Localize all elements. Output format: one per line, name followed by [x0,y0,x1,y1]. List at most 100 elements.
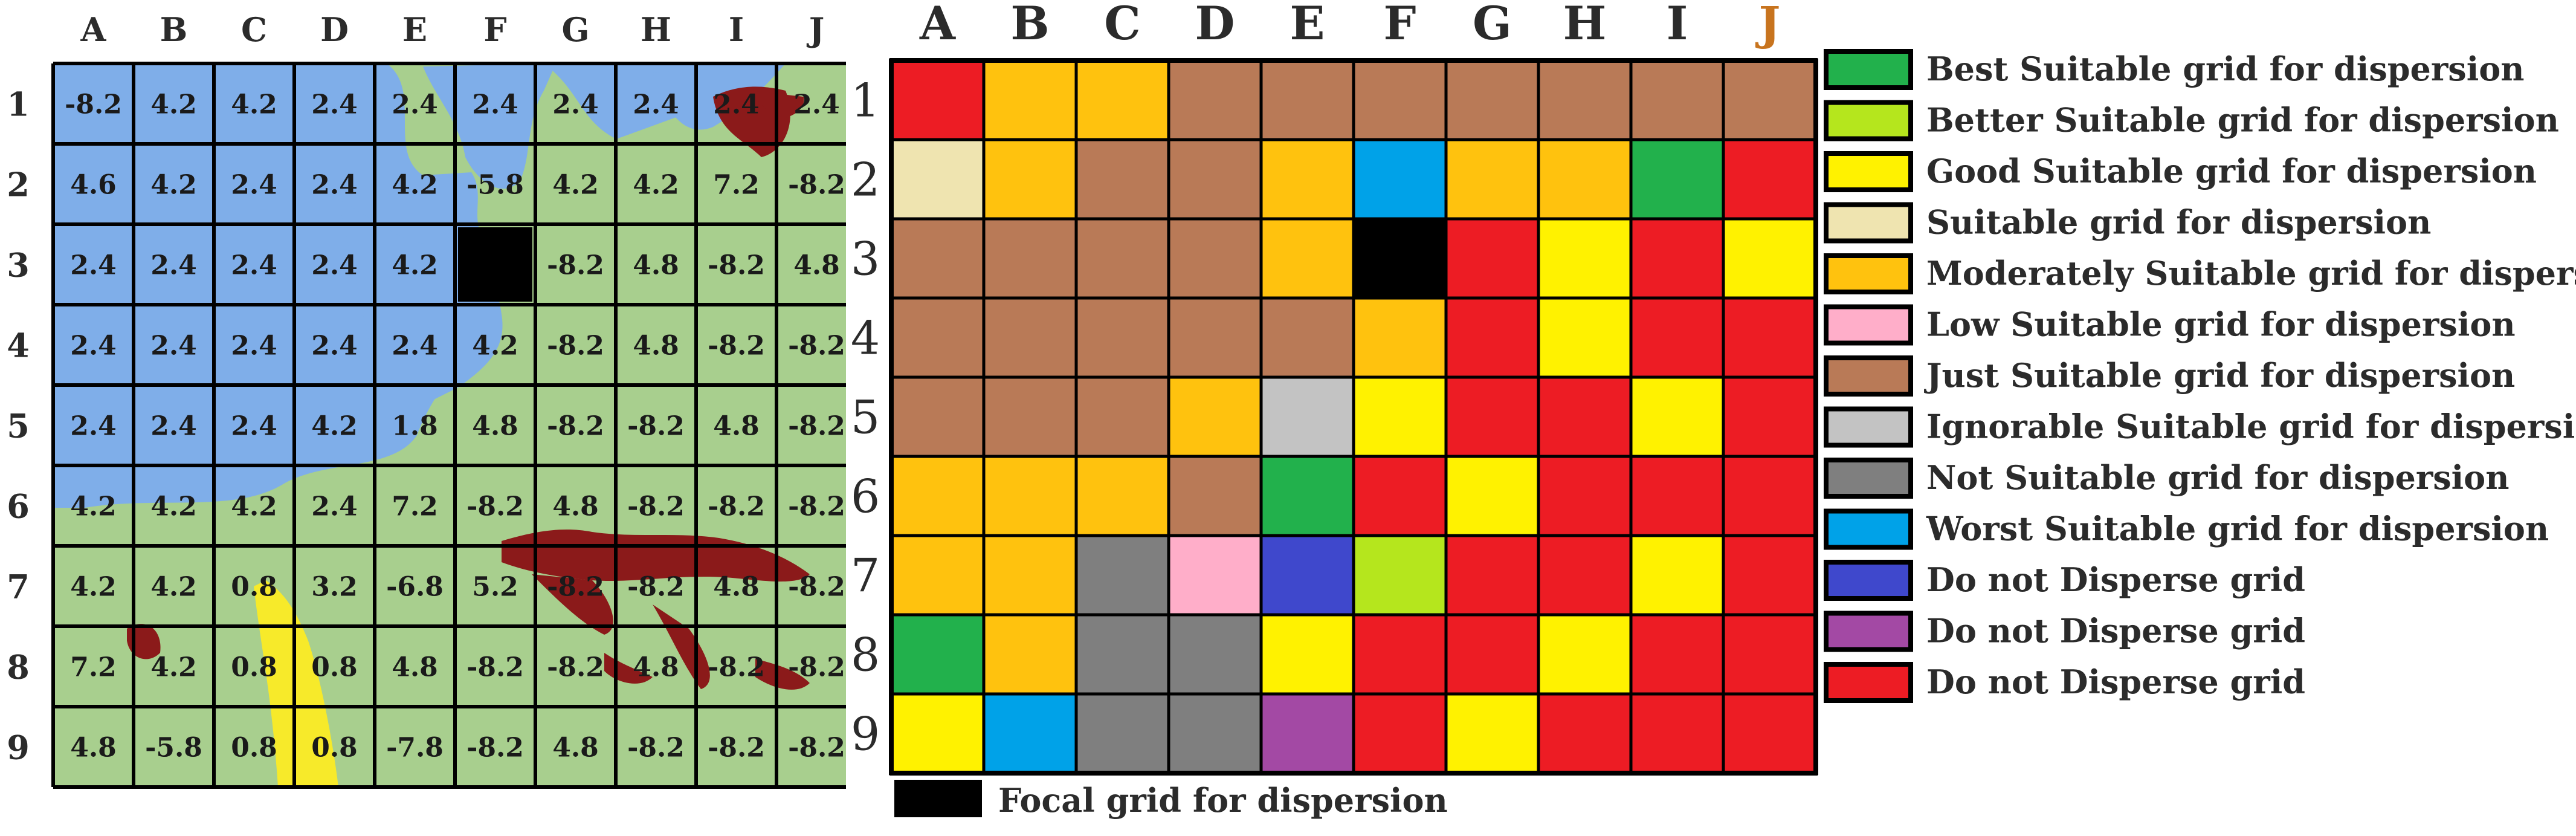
column-label: I [1667,0,1688,50]
map-cell-value: 2.4 [150,331,197,361]
map-cell-value: 2.4 [70,411,117,442]
map-cell-value: -6.8 [386,572,444,603]
map-cell-value: -8.2 [627,411,685,442]
map-cell-value: -8.2 [547,411,604,442]
grid-cell [1538,456,1631,536]
row-label: 6 [851,470,880,523]
grid-cell [891,140,984,219]
map-cell-value: 4.8 [552,733,599,763]
grid-cell [984,60,1076,140]
column-label: I [729,10,744,49]
grid-cell [1169,219,1261,298]
map-cell-value: 4.8 [633,331,679,361]
grid-cell [1446,694,1538,773]
grid-cell [1723,536,1816,615]
map-cell-value: 2.4 [150,411,197,442]
column-label: B [1010,0,1049,50]
row-label: 1 [851,74,880,128]
grid-cell [1169,615,1261,694]
grid-cell [1446,60,1538,140]
row-label: 2 [851,153,880,207]
grid-cell [1446,615,1538,694]
map-cell-value: 0.8 [311,733,358,763]
legend-swatch [1824,100,1913,141]
map-cell-value: -8.2 [627,733,685,763]
row-label: 1 [7,85,30,124]
map-cell-value: 2.4 [311,89,358,120]
grid-cell [1261,377,1354,456]
column-label: E [1290,0,1325,50]
map-cell-value: 4.2 [552,170,599,201]
legend-swatch [1824,355,1913,397]
grid-cell [1261,219,1354,298]
map-cell-value: -8.2 [547,572,604,603]
grid-cell [1631,298,1723,377]
map-cell-value: 4.2 [392,170,438,201]
map-cell-value: 5.2 [472,572,518,603]
map-cell-value: 4.2 [472,331,518,361]
row-label: 9 [7,728,30,767]
grid-cell [1723,60,1816,140]
map-cell-value: -8.2 [788,572,845,603]
grid-cell [1169,377,1261,456]
grid-cell [1354,140,1446,219]
map-urban [755,659,810,690]
column-label: J [807,10,825,49]
focal-cell [458,227,532,302]
grid-cell [1354,298,1446,377]
grid-cell [1076,140,1169,219]
legend: Best Suitable grid for dispersion Better … [1824,49,2576,703]
map-cell-value: 2.4 [392,331,438,361]
map-cell-value: 2.4 [713,89,760,120]
grid-cell [1261,298,1354,377]
grid-cell [1538,298,1631,377]
grid-cell [891,694,984,773]
row-label: 4 [7,326,30,365]
grid-cell [1076,377,1169,456]
grid-cell [1446,219,1538,298]
legend-label: Suitable grid for dispersion [1926,203,2431,242]
row-label: 6 [7,487,30,526]
map-cell-value: 4.2 [70,572,117,603]
grid-cell [1354,456,1446,536]
map-cell-value: 0.8 [231,652,277,683]
grid-cell [1446,140,1538,219]
map-cell-value: -8.2 [466,652,524,683]
grid-cell [1723,456,1816,536]
grid-cell [1723,298,1816,377]
map-cell-value: 2.4 [70,331,117,361]
legend-label: Moderately Suitable grid for dispersion [1926,254,2576,293]
column-label: A [919,0,956,50]
legend-label: Do not Disperse grid [1926,663,2305,701]
grid-cell [1723,694,1816,773]
grid-cell [984,456,1076,536]
grid-cell [1538,219,1631,298]
map-cell-value: 2.4 [472,89,518,120]
map-cell-value: 7.2 [70,652,117,683]
row-label: 7 [7,568,30,606]
grid-cell [1354,219,1446,298]
column-label: D [1195,0,1235,50]
map-cell-value: 4.2 [150,491,197,522]
map-urban [532,574,613,635]
legend-label: Good Suitable grid for dispersion [1926,152,2537,190]
grid-cell [891,377,984,456]
grid-cell [984,298,1076,377]
row-label: 8 [7,648,30,687]
map-cell-value: 4.2 [311,411,358,442]
grid-cell [984,536,1076,615]
column-label: F [1384,0,1416,50]
map-cell-value: -8.2 [788,331,845,361]
map-cell-value: -8.2 [466,491,524,522]
grid-cell [891,456,984,536]
column-label: G [561,10,589,49]
grid-cell [1261,140,1354,219]
map-cell-value: 4.2 [150,652,197,683]
map-cell-value: 4.8 [793,250,840,281]
map-cell-value: 2.4 [311,491,358,522]
legend-swatch [1824,662,1913,703]
map-cell-value: 4.6 [70,170,117,201]
legend-swatch [1824,253,1913,294]
map-cell-value: 4.8 [472,411,518,442]
map-cell-value: 0.8 [231,572,277,603]
